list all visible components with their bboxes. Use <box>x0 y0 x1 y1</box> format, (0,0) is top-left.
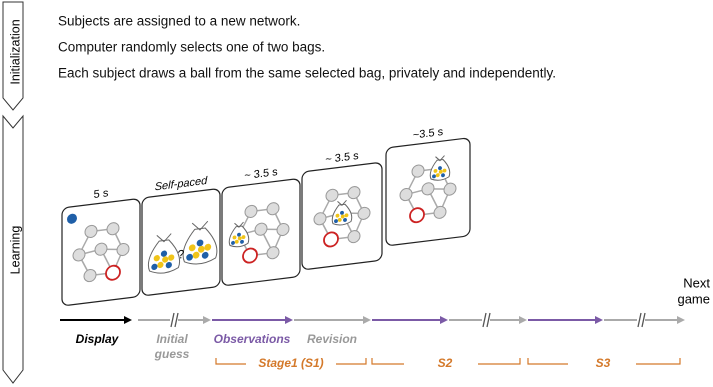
stage-label: S2 <box>438 356 453 370</box>
arrowhead <box>124 316 132 324</box>
own-node <box>410 207 424 223</box>
panel-time: ~3.5 s <box>413 126 444 142</box>
panel: Self-paced? <box>142 173 220 296</box>
display-label: Display <box>76 332 120 346</box>
initial-guess-label: Initial <box>156 332 188 346</box>
own-node <box>324 232 338 248</box>
arrowhead <box>363 316 371 324</box>
init-line: Each subject draws a ball from the same … <box>58 66 556 81</box>
init-line: Computer randomly selects one of two bag… <box>58 40 325 55</box>
diagram: Initialization Learning Subjects are ass… <box>0 0 713 387</box>
initial-guess-label: guess <box>154 347 190 361</box>
panel: ~ 3.5 s <box>302 147 382 270</box>
timeline <box>60 313 685 327</box>
arrowhead <box>595 316 603 324</box>
own-node <box>106 265 120 281</box>
init-line: Subjects are assigned to a new network. <box>58 14 300 29</box>
observations-label: Observations <box>214 332 291 346</box>
revision-label: Revision <box>307 332 357 346</box>
panel-time: 5 s <box>94 187 109 201</box>
arrowhead <box>285 316 293 324</box>
arrowhead <box>203 316 211 324</box>
panel: ~ 3.5 s <box>222 163 300 286</box>
panel: 5 s <box>62 183 140 306</box>
question-mark: ? <box>178 247 185 262</box>
own-node <box>243 248 257 264</box>
panel: ~3.5 s <box>386 123 470 246</box>
panel-time: ~ 3.5 s <box>244 166 278 182</box>
init-label: Initialization <box>8 19 22 84</box>
next-game: game <box>677 291 710 306</box>
learning-label: Learning <box>8 226 22 275</box>
arrowhead <box>440 316 448 324</box>
next-game: Next <box>683 275 710 290</box>
arrowhead <box>677 316 685 324</box>
panel-time: ~ 3.5 s <box>325 150 359 166</box>
stage-label: S3 <box>596 356 611 370</box>
arrowhead <box>519 316 527 324</box>
stage-label: Stage1 (S1) <box>258 356 323 370</box>
panels: 5 s Self-paced? ~ 3.5 s ~ 3.5 s ~3.5 s <box>62 123 470 306</box>
